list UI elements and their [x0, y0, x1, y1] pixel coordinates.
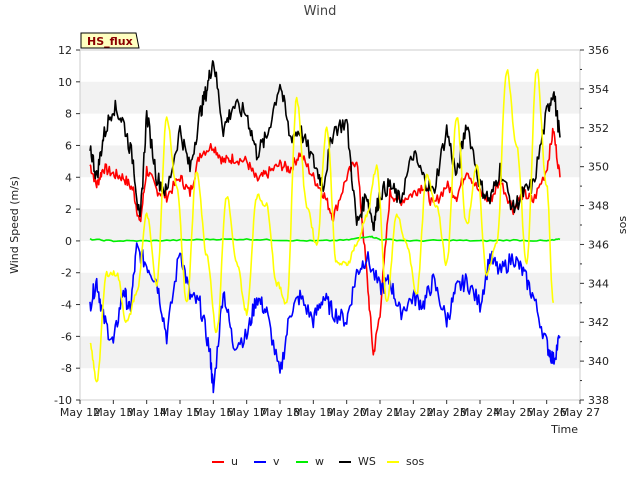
y-tick-label: -6	[61, 330, 72, 343]
y2-tick-label: 338	[588, 394, 609, 407]
legend-label-w: w	[315, 455, 324, 468]
x-tick-label: May 17	[227, 406, 267, 419]
legend-label-v: v	[273, 455, 280, 468]
legend-label-sos: sos	[406, 455, 424, 468]
y-tick-label: 6	[65, 139, 72, 152]
x-tick-label: May 26	[527, 406, 567, 419]
series-line-v	[89, 242, 561, 394]
y2-tick-label: 348	[588, 200, 609, 213]
y2-tick-label: 356	[588, 44, 609, 57]
x-tick-label: May 12	[60, 406, 100, 419]
y2-tick-label: 340	[588, 355, 609, 368]
y-tick-label: -10	[54, 394, 72, 407]
x-tick-label: May 25	[493, 406, 533, 419]
y-tick-label: -2	[61, 267, 72, 280]
y-tick-label: -4	[61, 299, 72, 312]
legend-label-u: u	[231, 455, 238, 468]
badge-label: HS_flux	[87, 35, 133, 48]
y-tick-label: 8	[65, 108, 72, 121]
x-tick-label: May 22	[393, 406, 433, 419]
x-tick-label: May 13	[93, 406, 133, 419]
grid-band	[80, 272, 580, 305]
y-tick-label: 4	[65, 171, 72, 184]
x-tick-label: May 20	[327, 406, 367, 419]
y2-axis-title: sos	[616, 216, 629, 234]
y2-tick-label: 350	[588, 161, 609, 174]
x-tick-label: May 15	[160, 406, 200, 419]
x-tick-label: May 18	[260, 406, 300, 419]
legend: u v w WS sos	[212, 455, 424, 468]
y-tick-label: 0	[65, 235, 72, 248]
y2-tick-label: 342	[588, 316, 609, 329]
y-tick-label: 2	[65, 203, 72, 216]
chart-title: Wind	[304, 4, 337, 19]
y-axis-right: 338 340 342 344 346 348 350 352 354 356	[580, 44, 609, 407]
x-axis-title: Time	[550, 423, 578, 436]
y2-tick-label: 344	[588, 277, 609, 290]
y-tick-label: -8	[61, 362, 72, 375]
grid-band	[80, 81, 580, 114]
series-line-ws	[89, 60, 561, 232]
grid-band	[80, 209, 580, 241]
y2-tick-label: 352	[588, 122, 609, 135]
grid-bands	[80, 81, 580, 369]
hs-flux-badge: HS_flux	[80, 32, 140, 49]
y-tick-label: 10	[58, 76, 72, 89]
series-line-w	[89, 235, 561, 243]
x-tick-label: May 27	[560, 406, 600, 419]
y2-tick-label: 354	[588, 83, 609, 96]
legend-label-ws: WS	[358, 455, 376, 468]
x-tick-label: May 23	[427, 406, 467, 419]
x-tick-label: May 16	[193, 406, 233, 419]
y2-tick-label: 346	[588, 238, 609, 251]
grid-band	[80, 336, 580, 369]
x-tick-label: May 14	[127, 406, 167, 419]
y-axis-title: Wind Speed (m/s)	[8, 176, 21, 274]
x-tick-label: May 24	[460, 406, 500, 419]
x-tick-label: May 21	[360, 406, 400, 419]
y-axis-left: -10 -8 -6 -4 -2 0 2 4 6 8 10 12	[54, 44, 80, 407]
series-line-sos	[89, 68, 555, 383]
series-layer	[89, 60, 561, 394]
y-tick-label: 12	[58, 44, 72, 57]
x-tick-label: May 19	[293, 406, 333, 419]
